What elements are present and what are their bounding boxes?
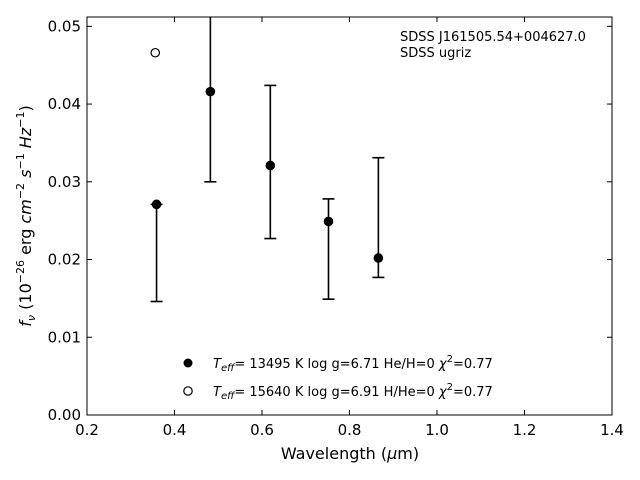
x-tick-label: 1.0: [425, 421, 449, 439]
y-tick-label: 0.04: [48, 95, 81, 113]
data-points: [150, 47, 384, 263]
legend-marker-open: [183, 386, 193, 396]
x-axis-ticks: 0.2 0.4 0.6 0.8 1.0 1.2 1.4: [75, 17, 624, 439]
data-point-filled: [205, 86, 216, 97]
data-point-filled: [265, 160, 276, 171]
legend-entry-2: Teff= 15640 K log g=6.91 H/He=0 χ2=0.77: [213, 382, 493, 402]
error-bars: [150, 17, 385, 303]
y-axis-ticks: 0.00 0.01 0.02 0.03 0.04 0.05: [48, 17, 612, 424]
data-point-filled: [323, 216, 334, 227]
legend-marker-filled: [183, 358, 193, 368]
x-axis-label: Wavelength (μm): [281, 444, 419, 463]
data-point-filled: [151, 199, 162, 210]
plot-frame: [86, 16, 613, 416]
y-tick-label: 0.02: [48, 251, 81, 269]
x-tick-label: 0.2: [75, 421, 99, 439]
annotation-object: SDSS J161505.54+004627.0: [400, 30, 586, 45]
y-tick-label: 0.00: [48, 406, 81, 424]
data-point-open: [150, 47, 161, 58]
annotation-survey: SDSS ugriz: [400, 46, 471, 61]
x-tick-label: 0.4: [163, 421, 187, 439]
legend: Teff= 13495 K log g=6.71 He/H=0 χ2=0.77 …: [183, 354, 493, 402]
x-tick-label: 1.2: [513, 421, 537, 439]
y-tick-label: 0.05: [48, 17, 81, 35]
data-point-filled: [373, 253, 384, 263]
legend-entry-1: Teff= 13495 K log g=6.71 He/H=0 χ2=0.77: [213, 354, 493, 374]
y-tick-label: 0.01: [48, 328, 81, 346]
x-tick-label: 0.6: [250, 421, 274, 439]
y-axis-label: fν (10−26 erg cm−2 s−1 Hz−1): [14, 105, 38, 326]
x-tick-label: 1.4: [600, 421, 624, 439]
y-tick-label: 0.03: [48, 173, 81, 191]
x-tick-label: 0.8: [338, 421, 362, 439]
